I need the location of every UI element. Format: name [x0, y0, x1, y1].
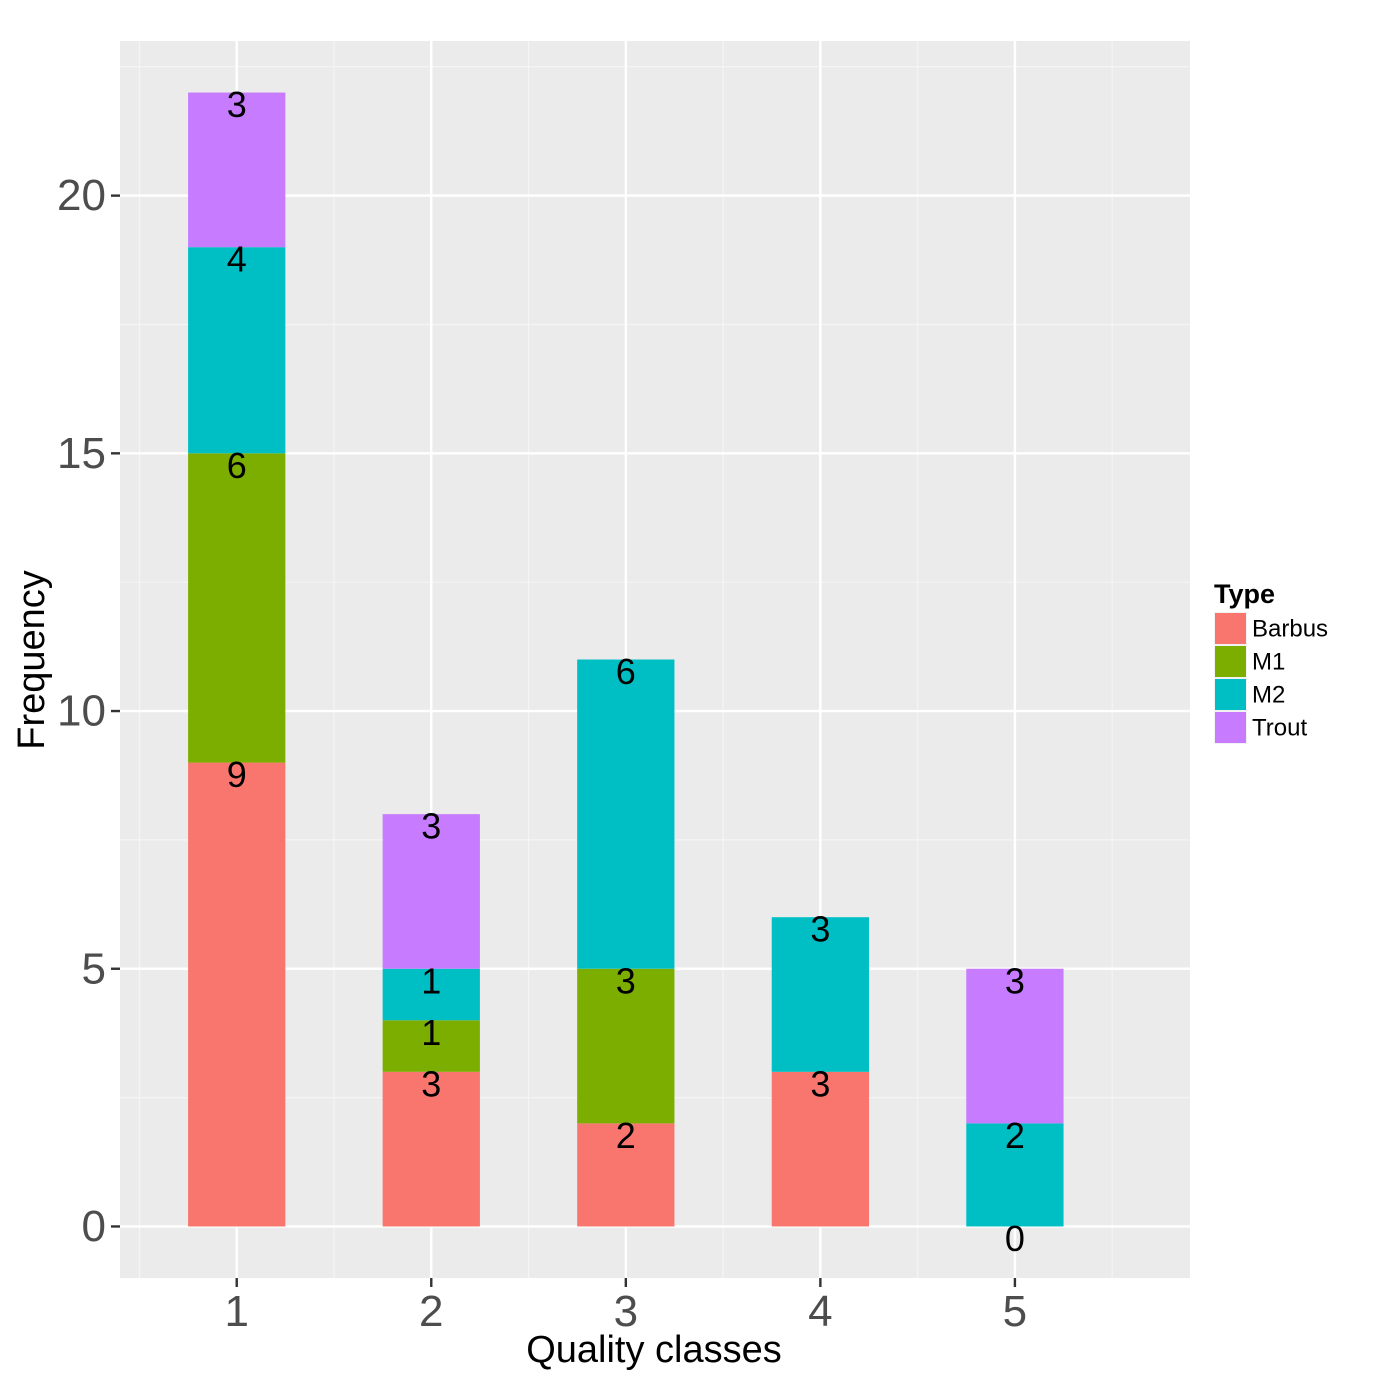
- data-label-m2-4: 3: [810, 909, 830, 950]
- x-tick-label: 3: [614, 1287, 638, 1336]
- bar-m2-3: [577, 659, 675, 969]
- x-tick-label: 1: [224, 1287, 248, 1336]
- bar-trout-1: [188, 92, 286, 248]
- bar-m1-1: [188, 453, 286, 763]
- bar-barbus-2: [382, 1071, 480, 1227]
- bar-m2-1: [188, 247, 286, 454]
- x-axis-title: Quality classes: [526, 1329, 782, 1371]
- y-tick-label: 15: [57, 429, 106, 478]
- x-axis: 1 2 3 4 5: [224, 1278, 1027, 1336]
- data-label-barbus-2: 3: [421, 1063, 441, 1104]
- data-label-trout-1: 3: [227, 84, 247, 125]
- bar-m1-3: [577, 968, 675, 1124]
- bar-trout-5: [966, 968, 1064, 1124]
- data-label-trout-2: 3: [421, 806, 441, 847]
- bar-barbus-4: [771, 1071, 869, 1227]
- y-axis-title: Frequency: [11, 570, 53, 750]
- legend-label-m1: M1: [1252, 649, 1285, 676]
- data-label-barbus-1: 9: [227, 754, 247, 795]
- x-tick-label: 4: [808, 1287, 832, 1336]
- data-label-m2-1: 4: [227, 239, 247, 280]
- y-tick-label: 5: [82, 944, 106, 993]
- legend-label-m2: M2: [1252, 682, 1285, 709]
- legend-label-trout: Trout: [1252, 715, 1307, 742]
- y-tick-label: 0: [82, 1202, 106, 1251]
- legend-swatch-barbus: [1215, 613, 1246, 644]
- bar-m1-2: [382, 1020, 480, 1072]
- bar-labels: 9 6 4 3 3 1 1 3 2 3 6 3 3 0 2 3: [227, 84, 1025, 1259]
- x-tick-label: 2: [419, 1287, 443, 1336]
- bar-m2-2: [382, 968, 480, 1021]
- y-tick-label: 20: [57, 171, 106, 220]
- bar-barbus-1: [188, 762, 286, 1227]
- data-label-m2-5: 2: [1005, 1115, 1025, 1156]
- bar-m2-5: [966, 1123, 1064, 1227]
- data-label-barbus-4: 3: [810, 1063, 830, 1104]
- data-label-barbus-5: 0: [1005, 1218, 1025, 1259]
- data-label-m2-2: 1: [421, 960, 441, 1001]
- legend-swatch-m1: [1215, 646, 1246, 677]
- y-tick-label: 10: [57, 687, 106, 736]
- data-label-barbus-3: 2: [616, 1115, 636, 1156]
- x-tick-label: 5: [1003, 1287, 1027, 1336]
- data-label-m1-2: 1: [421, 1012, 441, 1053]
- legend-swatch-m2: [1215, 679, 1246, 710]
- legend-swatch-trout: [1215, 712, 1246, 743]
- data-label-trout-5: 3: [1005, 960, 1025, 1001]
- data-label-m2-3: 6: [616, 651, 636, 692]
- legend-title: Type: [1214, 579, 1275, 609]
- data-label-m1-1: 6: [227, 445, 247, 486]
- bars: [188, 92, 1064, 1227]
- bar-m2-4: [771, 917, 869, 1072]
- data-label-m1-3: 3: [616, 960, 636, 1001]
- y-axis: 0 5 10 15 20: [57, 171, 120, 1251]
- bar-barbus-3: [577, 1123, 675, 1227]
- legend: Type Barbus M1 M2 Trout: [1214, 579, 1328, 744]
- bar-trout-2: [382, 814, 480, 969]
- legend-label-barbus: Barbus: [1252, 616, 1328, 643]
